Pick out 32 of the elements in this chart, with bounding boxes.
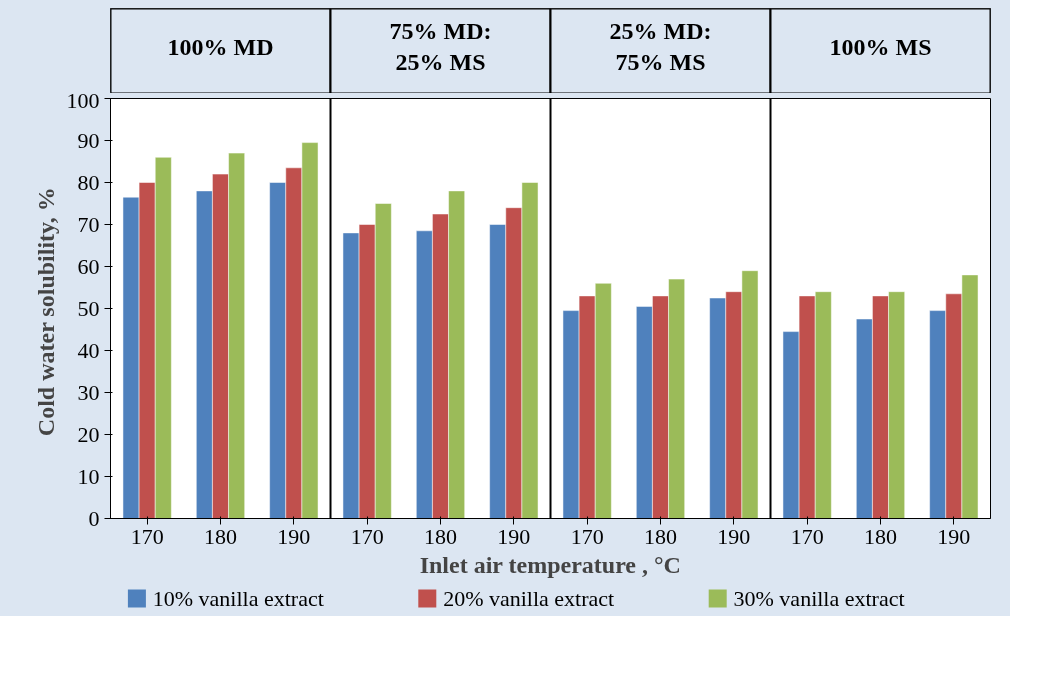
y-tick-label: 100 [66,87,100,113]
y-tick-label: 70 [77,211,100,237]
x-tick-label: 190 [497,523,531,549]
y-tick-label: 20 [77,421,100,447]
x-tick-label: 180 [424,523,457,549]
x-tick-label: 170 [350,523,384,549]
text: 75% MD: 25% MS [389,18,492,76]
y-tick-label: 80 [77,169,100,195]
x-tick-label: 190 [277,523,311,549]
text: 25% MD: 75% MS [609,18,712,76]
y-tick-label: 40 [77,337,100,363]
x-tick-label: 190 [717,523,751,549]
x-tick-label: 180 [644,523,677,549]
text: 100% MD [167,33,274,60]
x-tick-label: 170 [130,523,164,549]
x-tick-label: 190 [937,523,971,549]
x-axis-title: Inlet air temperature , °C [419,551,681,578]
legend-label: 20% vanilla extract [443,586,615,611]
y-tick-label: 10 [77,463,100,489]
y-tick-label: 30 [77,379,100,405]
y-tick-label: 0 [88,505,100,531]
y-tick-label: 60 [77,253,100,279]
y-tick-label: 50 [77,295,100,321]
x-tick-label: 170 [570,523,604,549]
x-tick-label: 170 [790,523,824,549]
y-axis-title: Cold water solubility, % [32,187,59,437]
x-tick-label: 180 [864,523,897,549]
legend-label: 10% vanilla extract [152,586,324,611]
y-tick-label: 90 [77,127,100,153]
legend-label: 30% vanilla extract [733,586,905,611]
x-tick-label: 180 [204,523,237,549]
text: 100% MS [829,33,932,60]
